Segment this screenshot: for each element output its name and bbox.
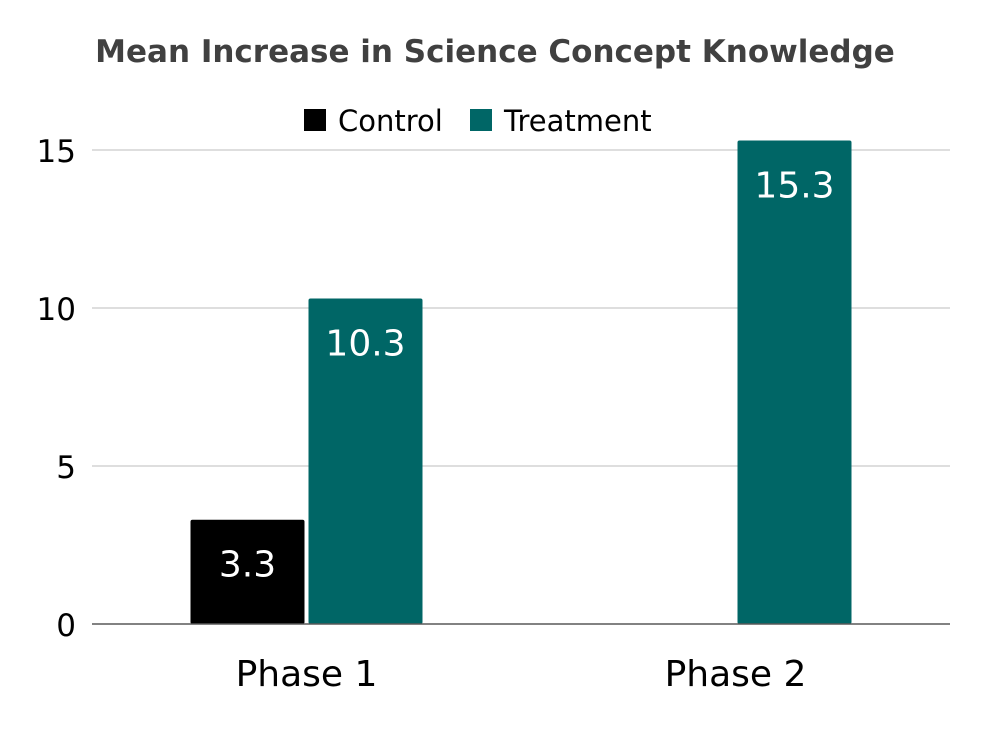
chart-title: Mean Increase in Science Concept Knowled… (95, 34, 895, 70)
y-tick-label-15: 15 (37, 134, 76, 170)
bar-treatment-phase-2 (737, 140, 852, 624)
y-axis-ticks: 0 5 10 15 (37, 134, 76, 644)
data-label-control-phase-1: 3.3 (219, 545, 276, 586)
y-tick-label-0: 0 (56, 608, 76, 644)
legend-swatch-treatment (470, 109, 492, 131)
y-tick-label-10: 10 (37, 292, 76, 328)
x-tick-label-phase-1: Phase 1 (236, 654, 378, 695)
data-label-treatment-phase-1: 10.3 (325, 324, 405, 365)
x-tick-label-phase-2: Phase 2 (665, 654, 807, 695)
x-axis-category-labels: Phase 1 Phase 2 (236, 654, 807, 695)
legend-label-control: Control (338, 104, 443, 138)
y-tick-label-5: 5 (56, 450, 76, 486)
legend-swatch-control (304, 109, 326, 131)
legend-label-treatment: Treatment (503, 104, 652, 138)
bars (190, 140, 852, 624)
bar-data-labels: 3.3 10.3 15.3 (219, 166, 835, 586)
bar-control-phase-1 (190, 519, 305, 624)
bar-treatment-phase-1 (308, 298, 423, 624)
data-label-treatment-phase-2: 15.3 (754, 166, 834, 207)
legend: Control Treatment (304, 104, 652, 138)
